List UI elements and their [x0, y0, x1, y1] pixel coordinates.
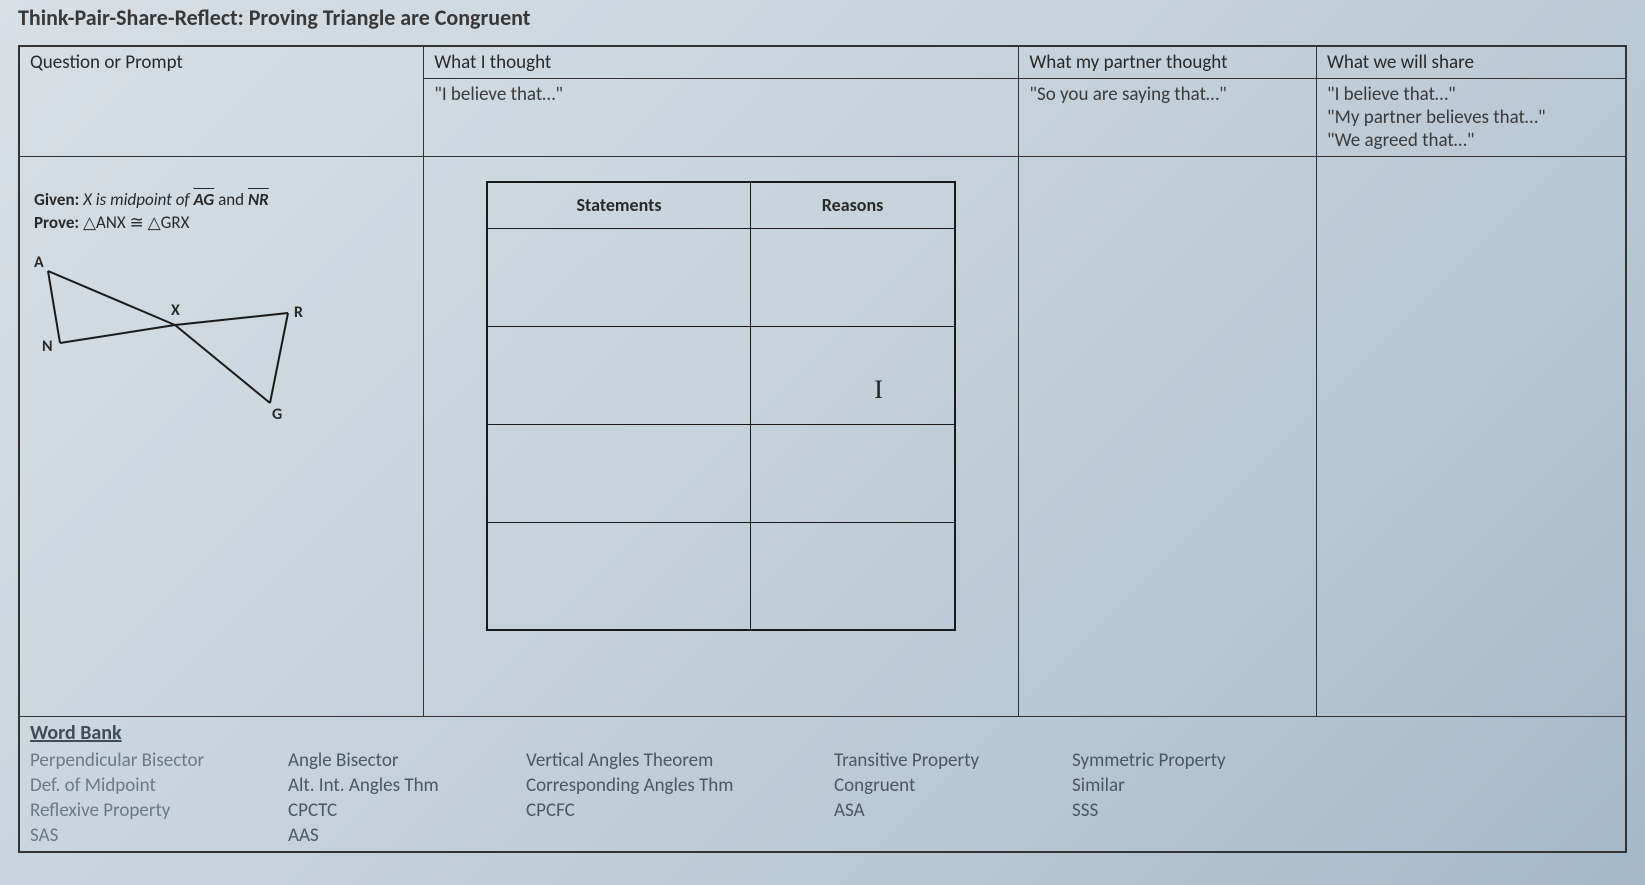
wordbank-title: Word Bank [30, 721, 1615, 745]
vertex-N: N [42, 337, 53, 356]
wordbank-term: Def. of Midpoint [30, 774, 280, 797]
given-prefix: X is midpoint of [83, 189, 193, 210]
wordbank-term: Corresponding Angles Thm [526, 774, 826, 797]
header-thought-sub: "I believe that…" [424, 79, 1019, 157]
proof-table: Statements Reasons [486, 181, 956, 631]
wordbank-term: Reflexive Property [30, 799, 280, 822]
proof-cell[interactable] [750, 228, 955, 326]
proof-cell[interactable] [487, 228, 750, 326]
header-share: What we will share [1316, 46, 1626, 79]
proof-cell[interactable] [487, 424, 750, 522]
wordbank-term: CPCFC [526, 799, 826, 822]
triangle-diagram: A N X R G [30, 253, 310, 423]
worksheet-table: Question or Prompt What I thought What m… [18, 45, 1627, 853]
wordbank-term: AAS [288, 824, 518, 847]
page-title: Think-Pair-Share-Reflect: Proving Triang… [18, 0, 1627, 45]
vertex-A: A [34, 253, 44, 272]
given-seg1: AG [193, 189, 214, 210]
wordbank-term: Symmetric Property [1072, 749, 1302, 772]
wordbank-grid: Perpendicular Bisector Angle Bisector Vert… [30, 749, 1615, 847]
proof-col-reasons: Reasons [750, 182, 955, 228]
wordbank-cell: Word Bank Perpendicular Bisector Angle Bi… [19, 717, 1626, 853]
prove-line: Prove: △ANX ≅ △GRX [34, 212, 409, 235]
proof-cell[interactable] [750, 326, 955, 424]
wordbank-term: Perpendicular Bisector [30, 749, 280, 772]
share-sub-3: "We agreed that…" [1327, 129, 1615, 152]
wordbank-term: CPCTC [288, 799, 518, 822]
wordbank-term: Alt. Int. Angles Thm [288, 774, 518, 797]
header-partner: What my partner thought [1019, 46, 1317, 79]
prove-text: △ANX ≅ △GRX [83, 212, 190, 233]
share-cell[interactable] [1316, 157, 1626, 717]
header-thought: What I thought [424, 46, 1019, 79]
wordbank-term: Similar [1072, 774, 1302, 797]
wordbank-term: Angle Bisector [288, 749, 518, 772]
header-share-sub: "I believe that…" "My partner believes t… [1316, 79, 1626, 157]
proof-cell[interactable] [750, 424, 955, 522]
header-question: Question or Prompt [19, 46, 424, 157]
text-cursor-icon: I [874, 375, 883, 405]
thought-cell[interactable]: Statements Reasons I [424, 157, 1019, 717]
wordbank-term [526, 824, 826, 847]
wordbank-term: Vertical Angles Theorem [526, 749, 826, 772]
wordbank-term: Transitive Property [834, 749, 1064, 772]
proof-cell[interactable] [750, 522, 955, 630]
share-sub-1: "I believe that…" [1327, 83, 1615, 106]
given-seg2: NR [248, 189, 269, 210]
vertex-X: X [171, 301, 180, 320]
vertex-R: R [294, 303, 303, 322]
share-sub-2: "My partner believes that…" [1327, 106, 1615, 129]
proof-cell[interactable] [487, 522, 750, 630]
vertex-G: G [272, 405, 282, 424]
prove-label: Prove: [34, 212, 79, 233]
triangle-svg [30, 253, 310, 423]
header-row: Question or Prompt What I thought What m… [19, 46, 1626, 79]
wordbank-term: SAS [30, 824, 280, 847]
proof-cell[interactable] [487, 326, 750, 424]
prompt-cell: Given: X is midpoint of AG and NR Prove:… [19, 157, 424, 717]
header-partner-sub: "So you are saying that…" [1019, 79, 1317, 157]
partner-cell[interactable] [1019, 157, 1317, 717]
wordbank-term [834, 824, 1064, 847]
given-label: Given: [34, 189, 79, 210]
wordbank-term: Congruent [834, 774, 1064, 797]
given-line: Given: X is midpoint of AG and NR [34, 189, 409, 212]
wordbank-term [1072, 824, 1302, 847]
content-row: Given: X is midpoint of AG and NR Prove:… [19, 157, 1626, 717]
given-prove-block: Given: X is midpoint of AG and NR Prove:… [30, 161, 413, 247]
wordbank-term: ASA [834, 799, 1064, 822]
proof-col-statements: Statements [487, 182, 750, 228]
given-and: and [214, 189, 248, 210]
wordbank-row: Word Bank Perpendicular Bisector Angle Bi… [19, 717, 1626, 853]
wordbank-term: SSS [1072, 799, 1302, 822]
